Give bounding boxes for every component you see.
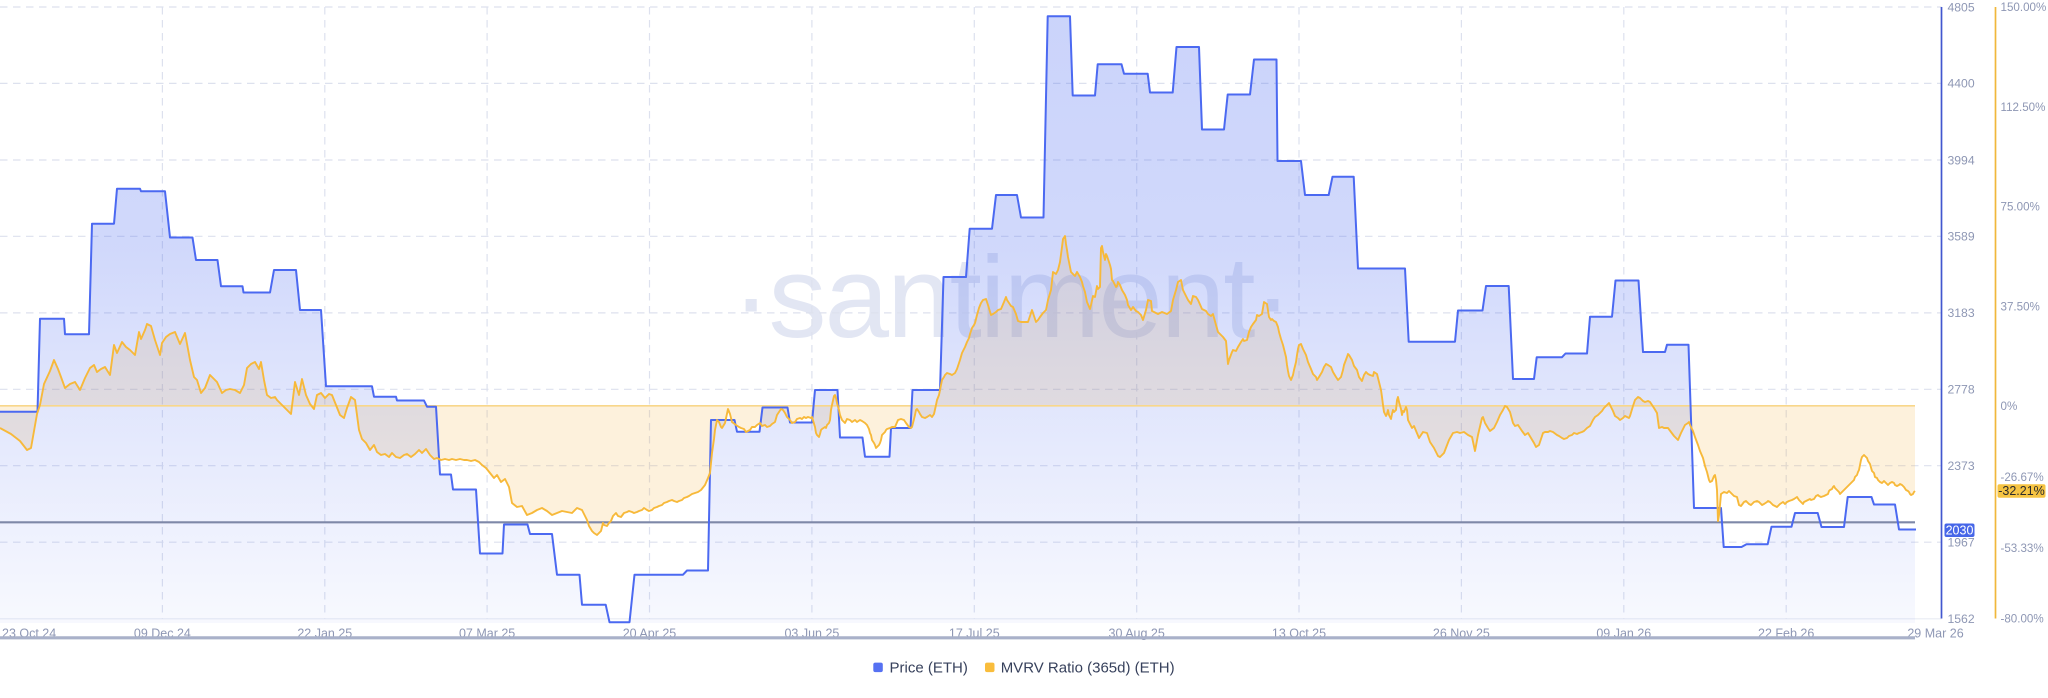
svg-text:Price (ETH): Price (ETH)	[890, 659, 968, 676]
svg-text:-80.00%: -80.00%	[2001, 613, 2044, 626]
svg-text:37.50%: 37.50%	[2001, 300, 2040, 313]
svg-text:29 Mar 26: 29 Mar 26	[1907, 627, 1963, 641]
svg-text:1562: 1562	[1948, 612, 1975, 626]
svg-text:2373: 2373	[1948, 459, 1975, 473]
svg-text:150.00%: 150.00%	[2001, 1, 2047, 14]
svg-text:112.50%: 112.50%	[2001, 101, 2046, 114]
svg-text:3183: 3183	[1948, 306, 1975, 320]
svg-text:2778: 2778	[1948, 383, 1975, 397]
svg-text:-53.33%: -53.33%	[2001, 542, 2044, 555]
svg-text:4805: 4805	[1948, 0, 1975, 14]
svg-text:75.00%: 75.00%	[2001, 201, 2040, 214]
svg-text:1967: 1967	[1948, 536, 1975, 550]
svg-text:-26.67%: -26.67%	[2001, 471, 2044, 484]
svg-text:-32.21%: -32.21%	[1998, 484, 2045, 498]
svg-text:0%: 0%	[2001, 400, 2018, 413]
svg-text:4400: 4400	[1948, 77, 1975, 91]
svg-text:MVRV Ratio (365d) (ETH): MVRV Ratio (365d) (ETH)	[1001, 659, 1175, 676]
svg-text:2030: 2030	[1946, 523, 1974, 537]
svg-text:3589: 3589	[1948, 230, 1975, 244]
svg-text:3994: 3994	[1948, 153, 1975, 167]
